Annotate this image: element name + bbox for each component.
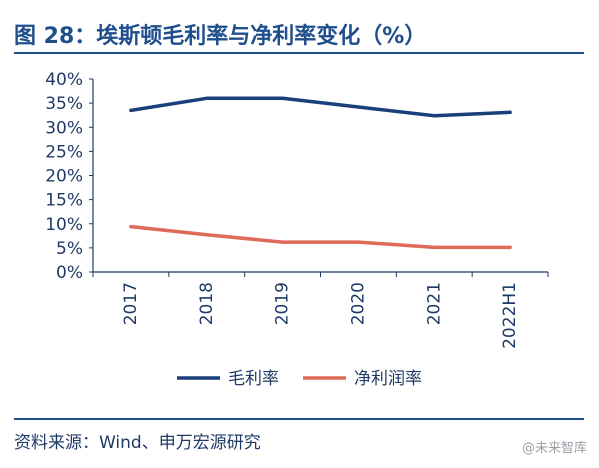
x-tick-label: 2020: [348, 282, 368, 325]
data-point: [129, 108, 133, 112]
y-tick-label: 40%: [45, 70, 83, 90]
data-point: [356, 105, 360, 109]
data-point: [432, 245, 436, 249]
legend-label: 净利润率: [354, 369, 422, 389]
y-tick-labels: 0% 5% 10% 15% 20% 25% 30% 35% 40%: [45, 70, 93, 283]
data-point: [356, 240, 360, 244]
data-point: [281, 96, 285, 100]
y-tick-label: 10%: [45, 215, 83, 235]
legend: 毛利率 净利润率: [177, 369, 422, 389]
source-note: 资料来源：Wind、申万宏源研究: [14, 433, 261, 453]
y-tick-label: 35%: [45, 94, 83, 114]
footer-rule: [14, 418, 584, 420]
data-point: [432, 114, 436, 118]
x-tick-label: 2017: [121, 282, 141, 325]
x-tick-label: 2019: [273, 282, 293, 325]
x-tick-label: 2021: [424, 282, 444, 325]
page-title: 图 28：埃斯顿毛利率与净利率变化（%）: [14, 24, 427, 49]
data-point: [205, 233, 209, 237]
y-tick-label: 30%: [45, 118, 83, 138]
data-point: [508, 110, 512, 114]
y-tick-label: 5%: [56, 239, 83, 259]
y-tick-label: 20%: [45, 167, 83, 187]
data-point: [508, 245, 512, 249]
watermark: @未来智库: [521, 441, 587, 456]
y-tick-label: 15%: [45, 191, 83, 211]
line-chart: 0%5%10%15%20%25%30%35%40% 2017 2018 2019 20…: [45, 70, 549, 389]
x-tick-label: 2022H1: [500, 282, 520, 349]
data-point: [205, 96, 209, 100]
legend-label: 毛利率: [228, 369, 279, 389]
title-rule: [14, 52, 584, 54]
x-tick-labels: 2017 2018 2019 2020 2021 2022H1: [92, 272, 549, 349]
data-point: [281, 240, 285, 244]
series-line-2: [129, 224, 512, 250]
y-tick-label: 0%: [56, 263, 83, 283]
data-point: [129, 225, 133, 229]
series-lines: [129, 96, 512, 250]
y-tick-label: 25%: [45, 142, 83, 162]
series-line-1: [129, 96, 512, 118]
x-tick-label: 2018: [197, 282, 217, 325]
